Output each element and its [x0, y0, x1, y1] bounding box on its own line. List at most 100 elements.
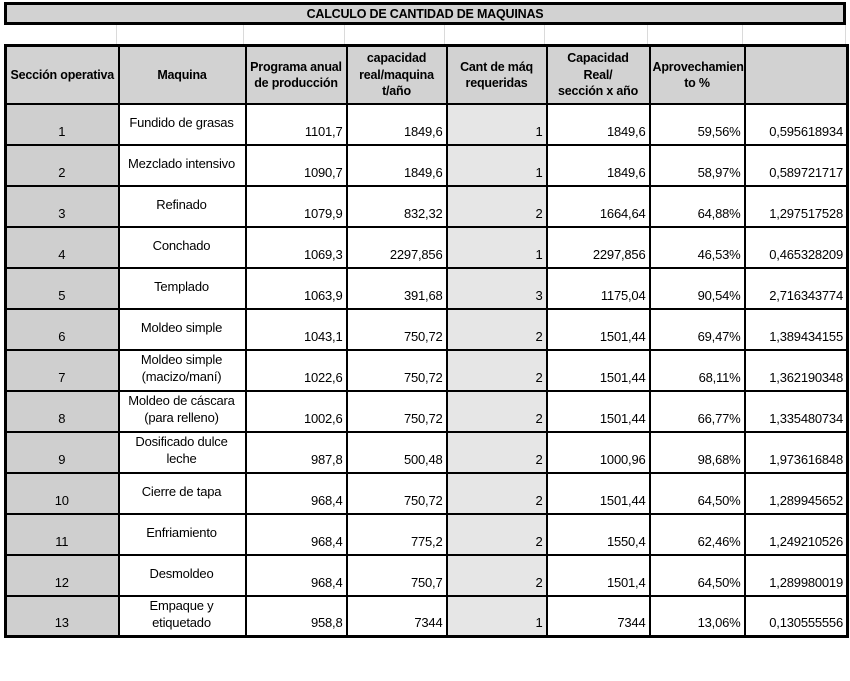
cell-indice[interactable]: 0,130555556 [743, 594, 849, 638]
cell-seccion[interactable]: 6 [4, 307, 120, 351]
cell-capacidad-maquina[interactable]: 750,72 [345, 471, 448, 515]
cell-aprovechamiento[interactable]: 68,11% [648, 348, 746, 392]
header-cant-maq-requeridas[interactable]: Cant de máq requeridas [445, 44, 548, 105]
cell-maquina[interactable]: Dosificado dulce leche [117, 430, 247, 474]
cell-programa-anual[interactable]: 1022,6 [244, 348, 348, 392]
cell-aprovechamiento[interactable]: 46,53% [648, 225, 746, 269]
cell-seccion[interactable]: 3 [4, 184, 120, 228]
cell-cant-maquinas[interactable]: 2 [445, 348, 548, 392]
cell-programa-anual[interactable]: 1043,1 [244, 307, 348, 351]
cell-maquina[interactable]: Moldeo de cáscara (para relleno) [117, 389, 247, 433]
header-empty[interactable] [743, 44, 849, 105]
cell-aprovechamiento[interactable]: 69,47% [648, 307, 746, 351]
cell-capacidad-seccion[interactable]: 1175,04 [545, 266, 651, 310]
cell-maquina[interactable]: Moldeo simple [117, 307, 247, 351]
cell-cant-maquinas[interactable]: 1 [445, 143, 548, 187]
cell-seccion[interactable]: 8 [4, 389, 120, 433]
cell-programa-anual[interactable]: 1002,6 [244, 389, 348, 433]
header-aprovechamiento[interactable]: Aprovechamien to % [648, 44, 746, 105]
cell-maquina[interactable]: Enfriamiento [117, 512, 247, 556]
cell-capacidad-seccion[interactable]: 7344 [545, 594, 651, 638]
cell-seccion[interactable]: 10 [4, 471, 120, 515]
cell-capacidad-seccion[interactable]: 1664,64 [545, 184, 651, 228]
cell-capacidad-maquina[interactable]: 7344 [345, 594, 448, 638]
cell-capacidad-maquina[interactable]: 750,7 [345, 553, 448, 597]
cell-capacidad-seccion[interactable]: 1849,6 [545, 102, 651, 146]
cell-indice[interactable]: 2,716343774 [743, 266, 849, 310]
cell-aprovechamiento[interactable]: 62,46% [648, 512, 746, 556]
cell-maquina[interactable]: Empaque y etiquetado [117, 594, 247, 638]
cell-capacidad-seccion[interactable]: 1501,44 [545, 471, 651, 515]
cell-programa-anual[interactable]: 1101,7 [244, 102, 348, 146]
header-programa-anual[interactable]: Programa anual de producción [244, 44, 348, 105]
cell-capacidad-maquina[interactable]: 750,72 [345, 348, 448, 392]
cell-capacidad-seccion[interactable]: 1550,4 [545, 512, 651, 556]
cell-capacidad-maquina[interactable]: 775,2 [345, 512, 448, 556]
header-maquina[interactable]: Maquina [117, 44, 247, 105]
cell-indice[interactable]: 0,595618934 [743, 102, 849, 146]
cell-aprovechamiento[interactable]: 98,68% [648, 430, 746, 474]
cell-capacidad-seccion[interactable]: 1501,4 [545, 553, 651, 597]
cell-aprovechamiento[interactable]: 90,54% [648, 266, 746, 310]
cell-capacidad-maquina[interactable]: 1849,6 [345, 102, 448, 146]
cell-indice[interactable]: 1,389434155 [743, 307, 849, 351]
cell-maquina[interactable]: Templado [117, 266, 247, 310]
cell-capacidad-maquina[interactable]: 750,72 [345, 307, 448, 351]
cell-programa-anual[interactable]: 987,8 [244, 430, 348, 474]
cell-capacidad-seccion[interactable]: 1849,6 [545, 143, 651, 187]
cell-cant-maquinas[interactable]: 2 [445, 389, 548, 433]
cell-cant-maquinas[interactable]: 2 [445, 471, 548, 515]
cell-cant-maquinas[interactable]: 1 [445, 102, 548, 146]
cell-aprovechamiento[interactable]: 58,97% [648, 143, 746, 187]
cell-programa-anual[interactable]: 968,4 [244, 553, 348, 597]
cell-seccion[interactable]: 1 [4, 102, 120, 146]
cell-programa-anual[interactable]: 1090,7 [244, 143, 348, 187]
header-capacidad-real-seccion[interactable]: Capacidad Real/ sección x año [545, 44, 651, 105]
cell-indice[interactable]: 1,973616848 [743, 430, 849, 474]
sheet-title-cell[interactable]: CALCULO DE CANTIDAD DE MAQUINAS [4, 2, 846, 25]
cell-cant-maquinas[interactable]: 2 [445, 430, 548, 474]
cell-programa-anual[interactable]: 1063,9 [244, 266, 348, 310]
cell-cant-maquinas[interactable]: 1 [445, 594, 548, 638]
cell-indice[interactable]: 0,589721717 [743, 143, 849, 187]
cell-seccion[interactable]: 11 [4, 512, 120, 556]
cell-capacidad-maquina[interactable]: 500,48 [345, 430, 448, 474]
header-seccion-operativa[interactable]: Sección operativa [4, 44, 120, 105]
cell-cant-maquinas[interactable]: 3 [445, 266, 548, 310]
cell-aprovechamiento[interactable]: 64,50% [648, 553, 746, 597]
cell-seccion[interactable]: 5 [4, 266, 120, 310]
cell-cant-maquinas[interactable]: 2 [445, 512, 548, 556]
cell-seccion[interactable]: 2 [4, 143, 120, 187]
cell-capacidad-maquina[interactable]: 832,32 [345, 184, 448, 228]
cell-indice[interactable]: 1,335480734 [743, 389, 849, 433]
cell-aprovechamiento[interactable]: 64,88% [648, 184, 746, 228]
cell-indice[interactable]: 1,289945652 [743, 471, 849, 515]
cell-capacidad-maquina[interactable]: 391,68 [345, 266, 448, 310]
cell-capacidad-maquina[interactable]: 1849,6 [345, 143, 448, 187]
cell-indice[interactable]: 1,289980019 [743, 553, 849, 597]
cell-indice[interactable]: 1,297517528 [743, 184, 849, 228]
cell-cant-maquinas[interactable]: 2 [445, 553, 548, 597]
cell-cant-maquinas[interactable]: 2 [445, 307, 548, 351]
cell-maquina[interactable]: Moldeo simple (macizo/maní) [117, 348, 247, 392]
cell-indice[interactable]: 1,362190348 [743, 348, 849, 392]
cell-programa-anual[interactable]: 1079,9 [244, 184, 348, 228]
cell-capacidad-seccion[interactable]: 1501,44 [545, 307, 651, 351]
cell-maquina[interactable]: Fundido de grasas [117, 102, 247, 146]
cell-programa-anual[interactable]: 1069,3 [244, 225, 348, 269]
cell-aprovechamiento[interactable]: 59,56% [648, 102, 746, 146]
cell-indice[interactable]: 0,465328209 [743, 225, 849, 269]
cell-programa-anual[interactable]: 968,4 [244, 471, 348, 515]
cell-seccion[interactable]: 7 [4, 348, 120, 392]
cell-aprovechamiento[interactable]: 13,06% [648, 594, 746, 638]
cell-aprovechamiento[interactable]: 64,50% [648, 471, 746, 515]
cell-seccion[interactable]: 9 [4, 430, 120, 474]
cell-capacidad-maquina[interactable]: 750,72 [345, 389, 448, 433]
cell-seccion[interactable]: 4 [4, 225, 120, 269]
cell-cant-maquinas[interactable]: 2 [445, 184, 548, 228]
cell-aprovechamiento[interactable]: 66,77% [648, 389, 746, 433]
cell-maquina[interactable]: Conchado [117, 225, 247, 269]
cell-maquina[interactable]: Desmoldeo [117, 553, 247, 597]
cell-seccion[interactable]: 12 [4, 553, 120, 597]
cell-maquina[interactable]: Cierre de tapa [117, 471, 247, 515]
